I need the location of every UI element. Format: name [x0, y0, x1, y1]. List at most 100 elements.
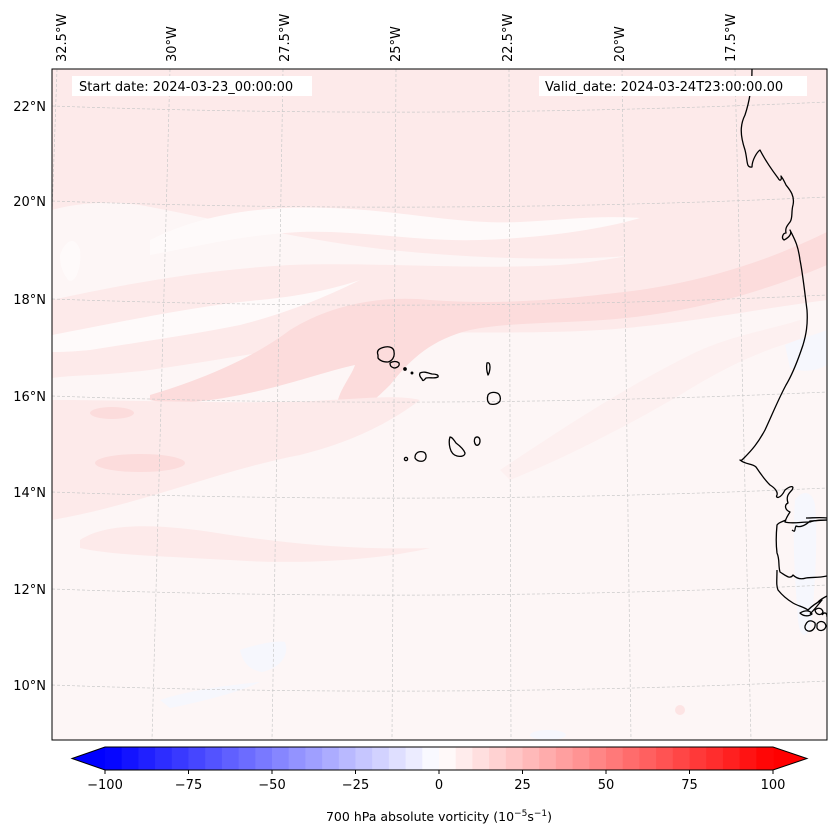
field-pos-patch	[675, 705, 685, 715]
island-sao-vicente	[389, 360, 400, 369]
meridian-gridline	[271, 69, 284, 740]
island-boa-vista	[486, 391, 502, 406]
field-white-wedge	[52, 280, 360, 352]
longitude-label: 17.5°W	[724, 14, 739, 62]
colorbar-bin	[155, 747, 173, 770]
longitude-label: 27.5°W	[278, 14, 293, 62]
parallel-gridline	[52, 294, 827, 306]
parallel-gridline	[52, 391, 827, 403]
colorbar-bin	[105, 747, 123, 770]
colorbar-bin	[422, 747, 440, 770]
colorbar-bin	[706, 747, 724, 770]
parallel-gridline	[52, 487, 827, 499]
colorbar-tick-label: −50	[258, 778, 285, 793]
gridlines	[52, 69, 827, 740]
longitude-label: 22.5°W	[501, 14, 516, 62]
field-region-south-band	[80, 526, 430, 562]
valid-date-box	[539, 76, 807, 96]
island-raso	[410, 371, 414, 375]
colorbar-bin	[171, 747, 190, 770]
start-date-box	[72, 76, 312, 96]
latitude-label: 22°N	[13, 100, 46, 115]
vorticity-field	[52, 69, 827, 740]
colorbar-tick-label: −25	[342, 778, 369, 793]
latitude-label: 14°N	[13, 486, 46, 501]
latitude-label: 16°N	[13, 390, 46, 405]
field-region-north	[52, 69, 827, 259]
colorbar-tick-label: 100	[761, 778, 786, 793]
parallel-gridline	[52, 584, 827, 596]
colorbar-bin	[656, 747, 674, 770]
meridian-gridline	[52, 69, 58, 226]
field-region-band	[52, 195, 827, 378]
coastline-bijagos-islands	[799, 607, 827, 632]
colorbar-bin	[672, 747, 691, 770]
colorbar-bin	[455, 747, 473, 770]
colorbar-bin	[639, 747, 657, 770]
colorbar	[70, 746, 809, 771]
colorbar-tick-label: 50	[598, 778, 615, 793]
colorbar-bin	[272, 747, 290, 770]
colorbar-bin	[439, 747, 457, 770]
field-negative-patch-5	[530, 730, 566, 740]
colorbar-bin	[305, 747, 323, 770]
parallel-gridline	[52, 196, 827, 208]
colorbar-bin	[138, 747, 156, 770]
colorbar-bin	[555, 747, 574, 770]
field-region-dark-band	[150, 232, 827, 416]
field-negative-patch-3	[793, 493, 817, 635]
colorbar-bin	[205, 747, 223, 770]
island-fogo	[414, 450, 427, 462]
field-negative-patch-2	[240, 641, 287, 672]
field-negative-patch-4	[785, 330, 827, 371]
colorbar-bin	[472, 747, 490, 770]
island-santo-antao	[376, 346, 395, 363]
colorbar-bin	[288, 747, 306, 770]
colorbar-bin	[405, 747, 423, 770]
colorbar-bin	[589, 747, 607, 770]
meridian-gridline	[391, 69, 397, 740]
island-brava	[403, 456, 409, 462]
colorbar-bin	[372, 747, 390, 770]
meridian-gridline	[151, 69, 171, 740]
field-patch-2	[90, 407, 134, 419]
field-region-east	[500, 320, 800, 480]
colorbar-bin	[255, 747, 273, 770]
start-date-label: Start date: 2024-03-23_00:00:00	[79, 80, 293, 95]
longitude-label: 30°W	[165, 26, 180, 62]
latitude-label: 18°N	[13, 293, 46, 308]
latitude-label: 20°N	[13, 195, 46, 210]
latitude-labels: 22°N 20°N 18°N 16°N 14°N 12°N 10°N	[13, 100, 46, 694]
longitude-label: 20°W	[613, 26, 628, 62]
colorbar-bin	[722, 747, 741, 770]
colorbar-bin	[355, 747, 373, 770]
island-santa-luzia	[403, 367, 407, 371]
colorbar-tick-label: −100	[87, 778, 123, 793]
colorbar-tick-label: 25	[514, 778, 531, 793]
colorbar-tick-label: 75	[681, 778, 698, 793]
valid-date-label: Valid_date: 2024-03-24T23:00:00.00	[545, 80, 783, 95]
colorbar-tick-label: 0	[435, 778, 443, 793]
meridian-gridline	[508, 69, 512, 740]
coastline-mauritania-senegal	[739, 69, 827, 524]
colorbar-bin	[238, 747, 256, 770]
longitude-label: 32.5°W	[55, 14, 70, 62]
colorbar-bin	[188, 747, 206, 770]
colorbar-bin	[489, 747, 507, 770]
colorbar-bin	[388, 747, 407, 770]
colorbar-bin	[572, 747, 590, 770]
island-santiago	[448, 436, 466, 458]
parallel-gridline	[52, 680, 827, 692]
meridian-gridline	[621, 69, 632, 740]
field-region-southwest	[52, 397, 420, 520]
longitude-labels: 32.5°W 30°W 27.5°W 25°W 22.5°W 20°W 17.5°W	[55, 14, 739, 62]
island-maio	[473, 436, 481, 446]
colorbar-bin	[756, 747, 774, 770]
coastline	[376, 69, 827, 632]
colorbar-bin	[338, 747, 357, 770]
colorbar-ticks: −100 −75 −50 −25 0 25 50 75 100	[87, 770, 785, 793]
latitude-label: 12°N	[13, 583, 46, 598]
map-frame	[51, 68, 828, 741]
island-sao-nicolau	[418, 371, 439, 382]
